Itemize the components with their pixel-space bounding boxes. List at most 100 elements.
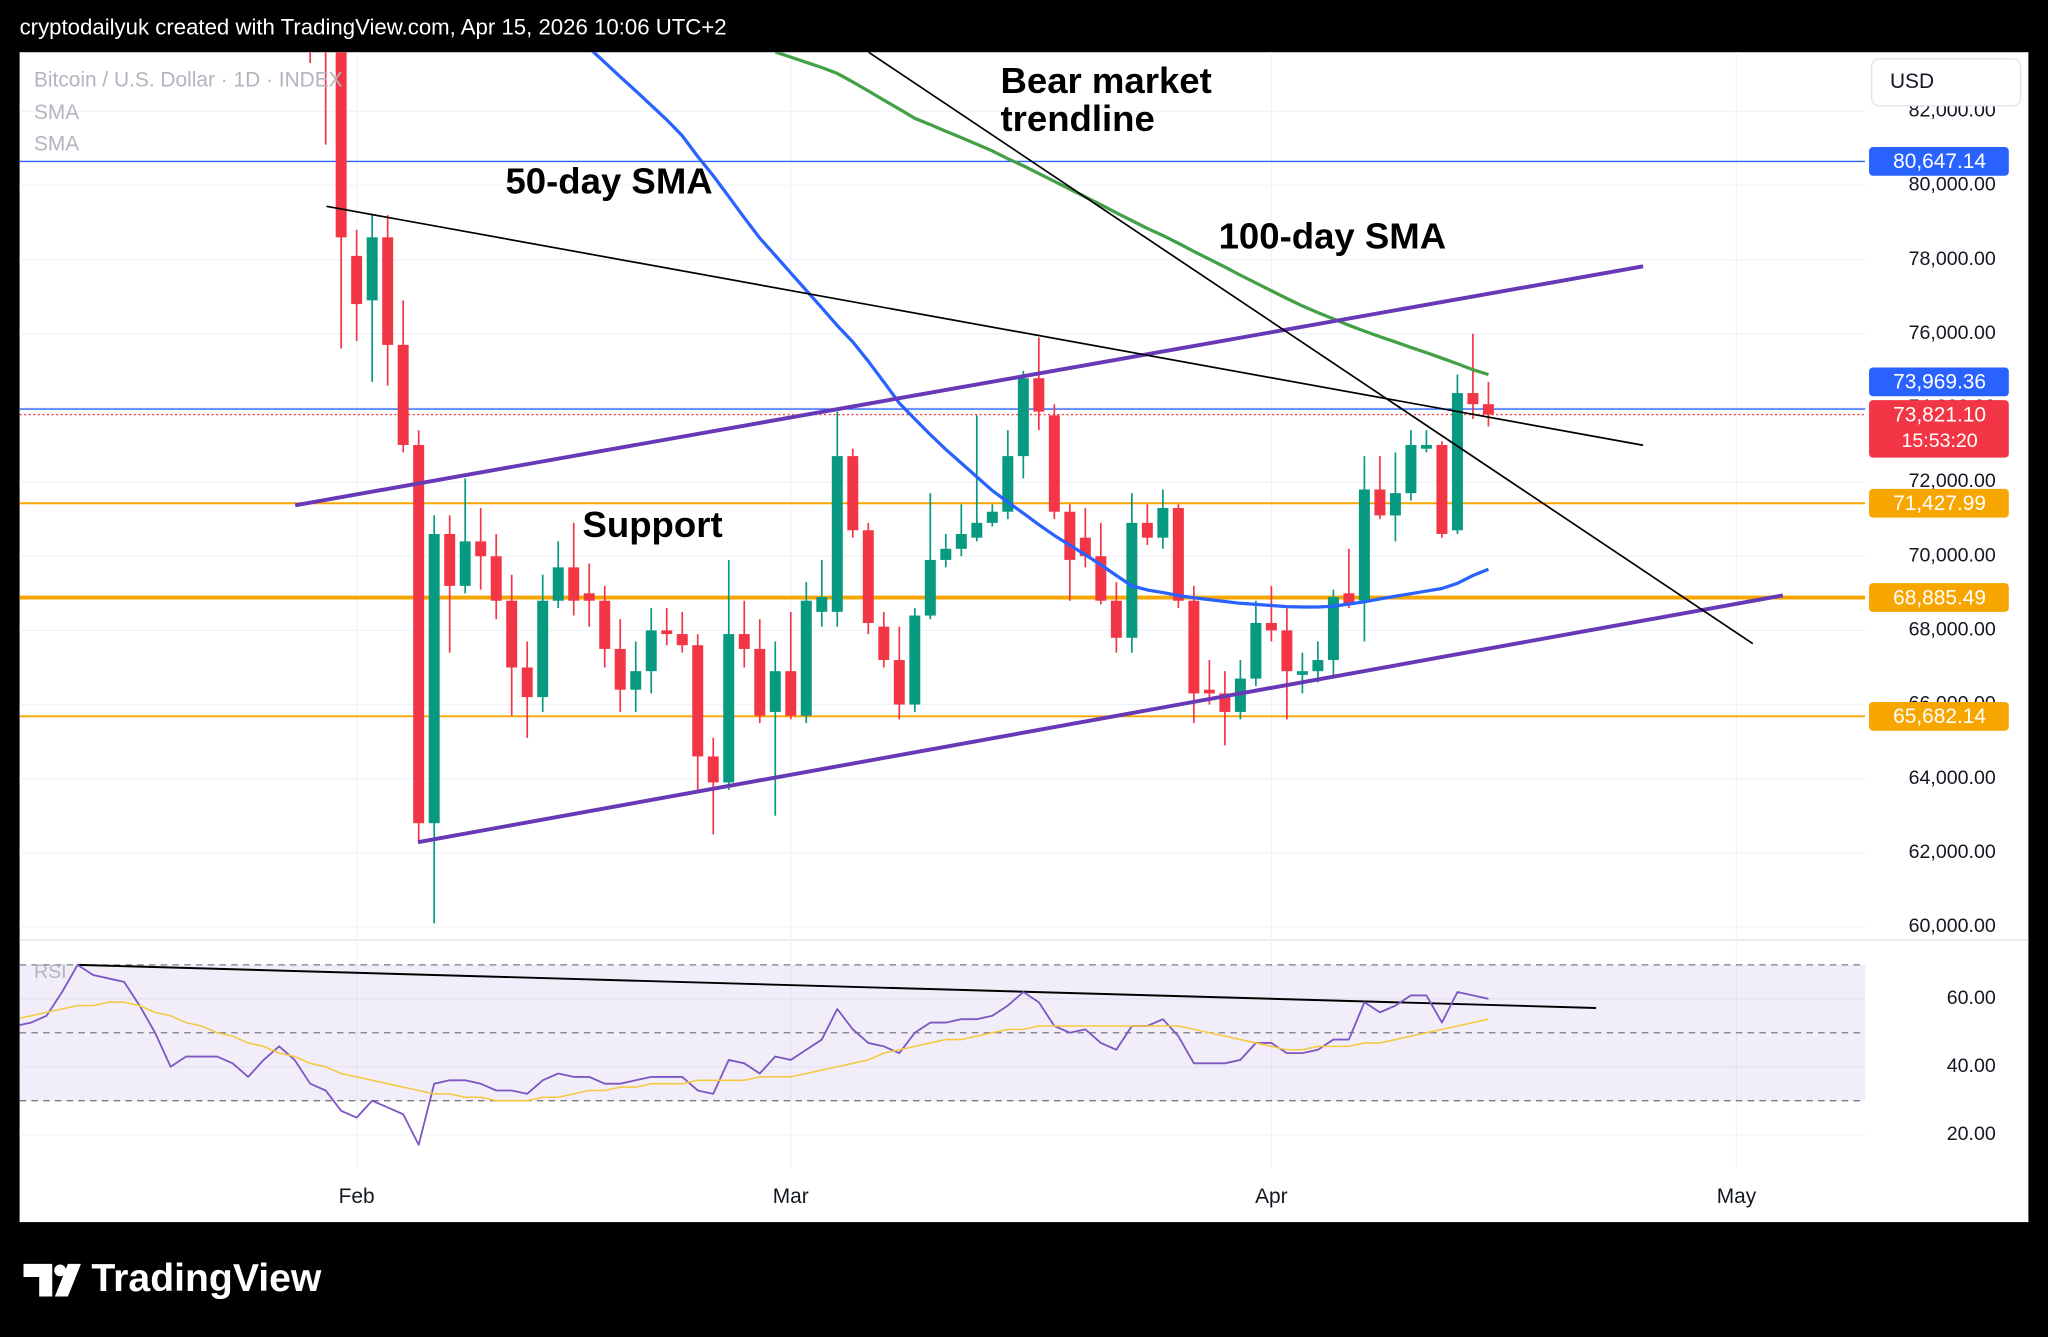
annotation: 50-day SMA — [505, 161, 712, 202]
annotation: Bear market — [1000, 60, 1211, 101]
candle-body — [1172, 508, 1184, 601]
candle-body — [1126, 522, 1138, 638]
level-label: 68,885.49 — [1893, 586, 1986, 609]
candle-body — [1281, 630, 1293, 672]
candle-body — [568, 567, 580, 601]
rsi-line — [19, 963, 1489, 1146]
candle-body — [382, 237, 394, 345]
candle-body — [1405, 444, 1417, 494]
candle-body — [521, 667, 533, 698]
currency-box[interactable] — [1871, 58, 2022, 107]
candle-body — [893, 660, 905, 705]
annotation: Support — [583, 504, 723, 545]
y-tick-label: 78,000.00 — [1909, 248, 1996, 270]
candle-body — [738, 634, 750, 649]
resistance-line — [326, 205, 1644, 447]
level-label: 80,647.14 — [1893, 150, 1986, 173]
legend-sma: SMA — [34, 132, 79, 155]
bear-trendline — [868, 52, 1754, 645]
rsi-trendline — [78, 963, 1597, 1009]
logo-part — [23, 1263, 53, 1297]
candle-body — [506, 600, 518, 668]
trendlines — [294, 52, 1784, 845]
candle-body — [878, 626, 890, 661]
candle-body — [661, 630, 673, 635]
rsi-line — [19, 1001, 1489, 1102]
level-label-box — [1869, 488, 2009, 518]
y-tick-label: 68,000.00 — [1909, 619, 1996, 641]
legend-sma: SMA — [34, 101, 79, 124]
candle-body — [1343, 593, 1355, 605]
header: cryptodailyuk created with TradingView.c… — [20, 15, 727, 40]
candle-body — [1095, 556, 1107, 601]
candle-body — [707, 756, 719, 783]
countdown: 15:53:20 — [1901, 430, 1977, 452]
candle-body — [444, 533, 456, 586]
brand: TradingView — [23, 1257, 322, 1300]
candle-body — [1436, 444, 1448, 534]
candle-body — [552, 567, 564, 601]
candle-body — [366, 237, 378, 301]
annotation: trendline — [1000, 98, 1154, 139]
candle-body — [1467, 393, 1479, 405]
level-label: 71,427.99 — [1893, 492, 1986, 515]
candle-body — [630, 671, 642, 690]
candle-body — [692, 645, 704, 757]
candle-body — [1389, 493, 1401, 516]
candle-body — [1017, 378, 1029, 457]
candle-body — [428, 533, 440, 824]
candle-body — [769, 671, 781, 712]
candle-body — [397, 344, 409, 445]
rsi-tick-label: 60.00 — [1947, 987, 1996, 1009]
candle-body — [676, 634, 688, 646]
candle-body — [785, 671, 797, 716]
level-label-box — [1869, 701, 2009, 731]
candle-body — [1374, 489, 1386, 516]
candle-body — [335, 52, 347, 238]
level-label-box — [1869, 367, 2009, 397]
currency-button[interactable]: USD — [1871, 58, 2022, 107]
candle-body — [1312, 660, 1324, 672]
candle-body — [599, 600, 611, 649]
candle-body — [754, 648, 766, 716]
candle-body — [971, 522, 983, 538]
candle-body — [1296, 671, 1308, 675]
y-tick-label: 64,000.00 — [1909, 767, 1996, 789]
panel — [19, 52, 2029, 1223]
rsi-background — [19, 964, 1866, 1102]
channel-lower — [417, 593, 1784, 845]
sma-line — [591, 52, 1490, 609]
candle-body — [1157, 508, 1169, 538]
level-label-box — [1869, 583, 2009, 612]
candle-body — [940, 548, 952, 560]
y-tick-label: 70,000.00 — [1909, 544, 1996, 566]
candle-body — [475, 541, 487, 557]
candle-body — [459, 541, 471, 586]
candle-body — [1482, 404, 1494, 415]
candle-body — [1079, 537, 1091, 557]
candle-body — [1420, 444, 1432, 449]
candle-body — [924, 559, 936, 616]
currency[interactable]: USD — [1890, 70, 1934, 93]
y-tick-label: 76,000.00 — [1909, 322, 1996, 344]
last-price-label: 73,821.10 — [1893, 403, 1986, 426]
candle-body — [490, 556, 502, 601]
candle-body — [583, 593, 595, 601]
candle-body — [1033, 378, 1045, 412]
candle-body — [800, 600, 812, 716]
candle-body — [1141, 522, 1153, 538]
annotation: 100-day SMA — [1219, 216, 1447, 257]
candle-body — [1048, 415, 1060, 512]
candle-body — [862, 530, 874, 623]
candle-body — [1002, 456, 1014, 512]
last-price-box — [1869, 400, 2009, 458]
candle-body — [909, 615, 921, 705]
level-label-box — [1869, 147, 2009, 176]
rsi-tick-label: 20.00 — [1947, 1123, 1996, 1145]
candle-body — [1110, 600, 1122, 638]
y-tick-label: 80,000.00 — [1909, 174, 1996, 196]
channel-upper — [294, 264, 1644, 508]
candles — [309, 52, 1494, 924]
